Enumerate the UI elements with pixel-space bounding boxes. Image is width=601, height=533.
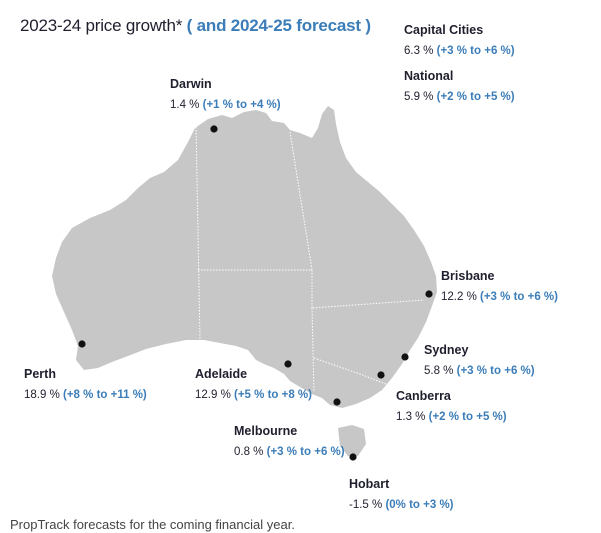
marker-melbourne [333,398,341,406]
aggregate-forecast: (+3 % to +6 %) [436,45,515,57]
city-name: Melbourne [234,424,298,438]
city-value: 0.8 % [234,446,264,458]
city-value: 1.3 % [396,411,426,423]
aggregate-value: 5.9 % [404,91,434,103]
city-forecast: (+2 % to +5 %) [428,411,507,423]
marker-brisbane [425,290,433,298]
city-value: 12.2 % [441,291,477,303]
nt-qld-border [289,131,313,271]
city-value: -1.5 % [349,499,383,511]
label-brisbane: Brisbane 12.2 % (+3 % to +6 %) [441,269,558,305]
marker-perth [78,340,86,348]
caption: PropTrack forecasts for the coming finan… [10,517,295,532]
aggregate-value: 6.3 % [404,45,434,57]
aggregate-name: Capital Cities [404,23,484,37]
marker-adelaide [284,360,292,368]
label-melbourne: Melbourne 0.8 % (+3 % to +6 %) [234,424,345,460]
state-borders [195,123,425,393]
aggregate-national: National 5.9 % (+2 % to +5 %) [404,69,515,105]
city-name: Perth [24,367,56,381]
label-canberra: Canberra 1.3 % (+2 % to +5 %) [396,389,507,425]
city-value: 1.4 % [170,99,200,111]
marker-hobart [349,453,357,461]
label-sydney: Sydney 5.8 % (+3 % to +6 %) [424,343,535,379]
aggregate-forecast: (+2 % to +5 %) [436,91,515,103]
nsw-vic-border [313,357,397,389]
city-name: Sydney [424,343,469,357]
city-forecast: (+1 % to +4 %) [202,99,281,111]
title-forecast: ( and 2024-25 forecast ) [186,16,371,35]
city-value: 18.9 % [24,389,60,401]
sa-vic-border [311,307,315,393]
marker-darwin [210,125,218,133]
city-forecast: (+3 % to +6 %) [456,365,535,377]
wa-border [195,123,201,341]
city-name: Darwin [170,77,212,91]
city-forecast: (+3 % to +6 %) [480,291,558,303]
city-value: 12.9 % [195,389,231,401]
label-darwin: Darwin 1.4 % (+1 % to +4 %) [170,77,281,113]
tasmania [338,425,366,456]
city-name: Hobart [349,477,390,491]
marker-canberra [377,371,385,379]
label-hobart: Hobart -1.5 % (0% to +3 %) [349,477,454,513]
label-perth: Perth 18.9 % (+8 % to +11 %) [24,367,147,403]
city-name: Brisbane [441,269,495,283]
map-title: 2023-24 price growth* ( and 2024-25 fore… [20,16,371,36]
aggregate-name: National [404,69,454,83]
sa-qld-nsw-border [311,270,425,309]
city-name: Adelaide [195,367,248,381]
city-forecast: (+5 % to +8 %) [234,389,312,401]
label-adelaide: Adelaide 12.9 % (+5 % to +8 %) [195,367,312,403]
city-forecast: (0% to +3 %) [385,499,454,511]
city-value: 5.8 % [424,365,454,377]
mainland-australia [52,106,437,408]
city-forecast: (+3 % to +6 %) [266,446,345,458]
title-main: 2023-24 price growth* [20,16,183,35]
city-name: Canberra [396,389,451,403]
aggregate-capital-cities: Capital Cities 6.3 % (+3 % to +6 %) [404,23,515,59]
marker-sydney [401,353,409,361]
city-forecast: (+8 % to +11 %) [63,389,147,401]
